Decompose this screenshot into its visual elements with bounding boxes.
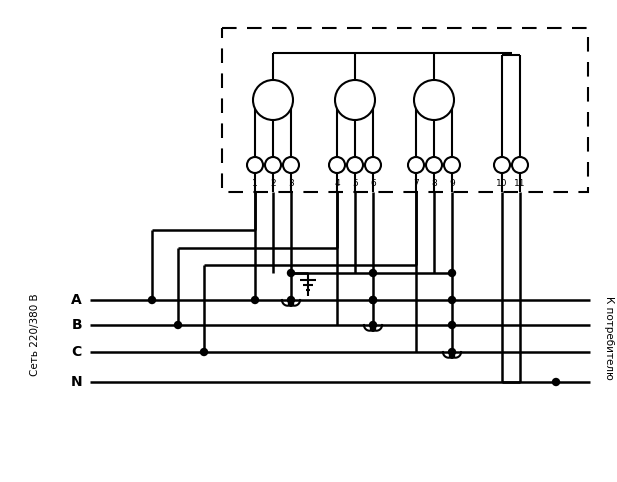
Text: Сеть 220/380 В: Сеть 220/380 В bbox=[30, 294, 40, 376]
Circle shape bbox=[449, 348, 455, 356]
Circle shape bbox=[265, 157, 281, 173]
Circle shape bbox=[370, 296, 376, 304]
Circle shape bbox=[253, 80, 293, 120]
Circle shape bbox=[370, 269, 376, 277]
Circle shape bbox=[252, 296, 259, 304]
Text: 5: 5 bbox=[352, 179, 358, 188]
Circle shape bbox=[408, 157, 424, 173]
Text: 10: 10 bbox=[496, 179, 508, 188]
Circle shape bbox=[450, 353, 455, 358]
Circle shape bbox=[365, 157, 381, 173]
Text: К потребителю: К потребителю bbox=[604, 296, 614, 380]
Text: 11: 11 bbox=[514, 179, 526, 188]
Text: 3: 3 bbox=[288, 179, 294, 188]
Text: 9: 9 bbox=[449, 179, 455, 188]
Circle shape bbox=[426, 157, 442, 173]
Circle shape bbox=[370, 321, 376, 329]
Text: A: A bbox=[71, 293, 82, 307]
Circle shape bbox=[414, 80, 454, 120]
Circle shape bbox=[449, 296, 455, 304]
Circle shape bbox=[247, 157, 263, 173]
Circle shape bbox=[329, 157, 345, 173]
Circle shape bbox=[175, 321, 181, 329]
Text: 2: 2 bbox=[270, 179, 276, 188]
Circle shape bbox=[494, 157, 510, 173]
Text: 1: 1 bbox=[252, 179, 258, 188]
Circle shape bbox=[283, 157, 299, 173]
Circle shape bbox=[149, 296, 155, 304]
Text: 7: 7 bbox=[413, 179, 419, 188]
Circle shape bbox=[370, 296, 376, 304]
Circle shape bbox=[201, 348, 207, 356]
Text: 8: 8 bbox=[431, 179, 437, 188]
Text: C: C bbox=[72, 345, 82, 359]
Circle shape bbox=[370, 326, 376, 331]
Circle shape bbox=[444, 157, 460, 173]
Circle shape bbox=[449, 269, 455, 277]
Circle shape bbox=[512, 157, 528, 173]
Circle shape bbox=[288, 269, 294, 277]
Circle shape bbox=[289, 301, 294, 306]
Text: 6: 6 bbox=[370, 179, 376, 188]
Text: 4: 4 bbox=[334, 179, 340, 188]
Circle shape bbox=[449, 321, 455, 329]
Circle shape bbox=[335, 80, 375, 120]
Circle shape bbox=[288, 296, 294, 304]
Circle shape bbox=[347, 157, 363, 173]
Text: N: N bbox=[70, 375, 82, 389]
Circle shape bbox=[552, 378, 560, 386]
Text: B: B bbox=[72, 318, 82, 332]
